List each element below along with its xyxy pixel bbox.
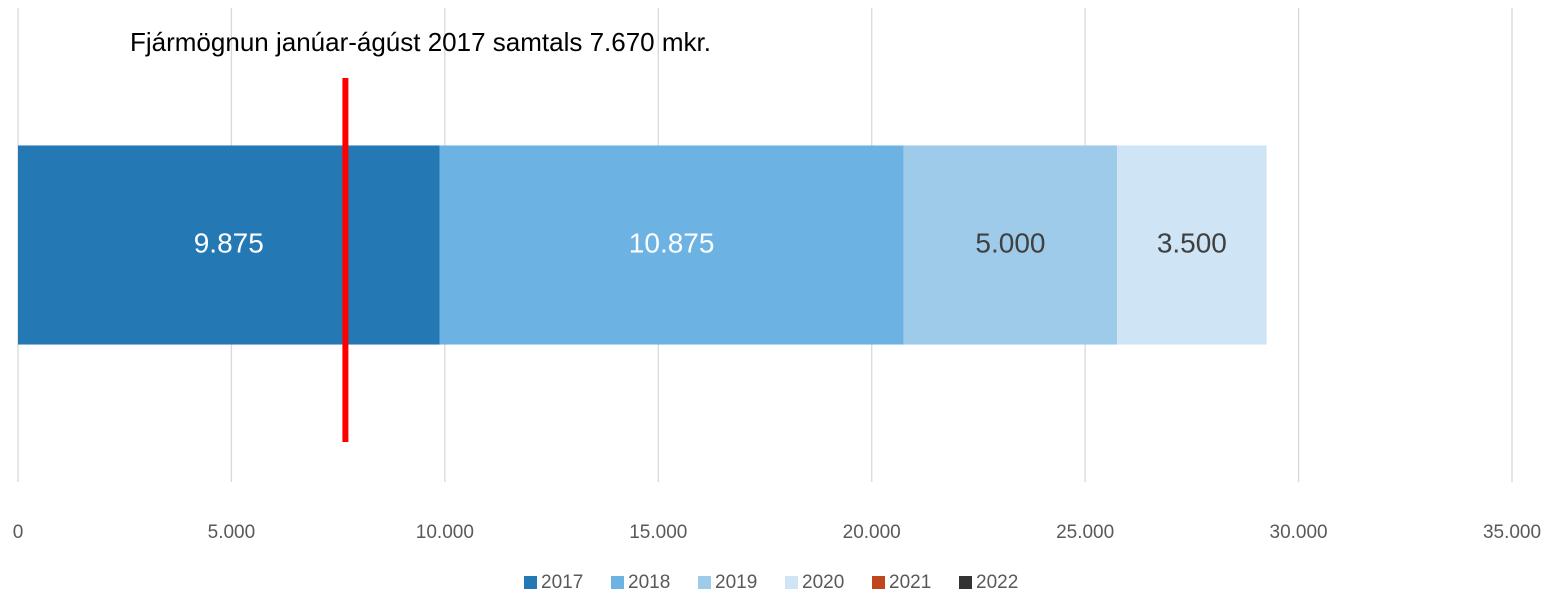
legend-swatch xyxy=(524,576,537,589)
x-tick-label: 35.000 xyxy=(1483,522,1541,543)
x-tick-label: 5.000 xyxy=(208,522,256,543)
x-tick-label: 15.000 xyxy=(629,522,687,543)
annotation: Fjármögnun janúar-ágúst 2017 samtals 7.6… xyxy=(130,27,711,57)
x-tick-label: 10.000 xyxy=(416,522,474,543)
legend-swatch xyxy=(872,576,885,589)
x-tick-label: 20.000 xyxy=(843,522,901,543)
x-tick-label: 25.000 xyxy=(1056,522,1114,543)
legend-label: 2018 xyxy=(628,572,670,593)
bar-segment xyxy=(1117,145,1267,345)
data-label: 9.875 xyxy=(194,227,264,258)
legend-swatch xyxy=(611,576,624,589)
legend-label: 2017 xyxy=(541,572,583,593)
bar-segment xyxy=(439,145,904,345)
data-label: 3.500 xyxy=(1157,227,1227,258)
legend-label: 2019 xyxy=(715,572,757,593)
x-tick-label: 30.000 xyxy=(1270,522,1328,543)
data-label: 5.000 xyxy=(975,227,1045,258)
legend-label: 2020 xyxy=(802,572,844,593)
legend-label: 2022 xyxy=(976,572,1018,593)
legend-swatch xyxy=(698,576,711,589)
data-label: 10.875 xyxy=(629,227,715,258)
legend-swatch xyxy=(959,576,972,589)
bar-segment xyxy=(18,145,440,345)
bar-segment xyxy=(903,145,1118,345)
legend-label: 2021 xyxy=(889,572,931,593)
x-tick-label: 0 xyxy=(13,522,24,543)
legend-swatch xyxy=(785,576,798,589)
